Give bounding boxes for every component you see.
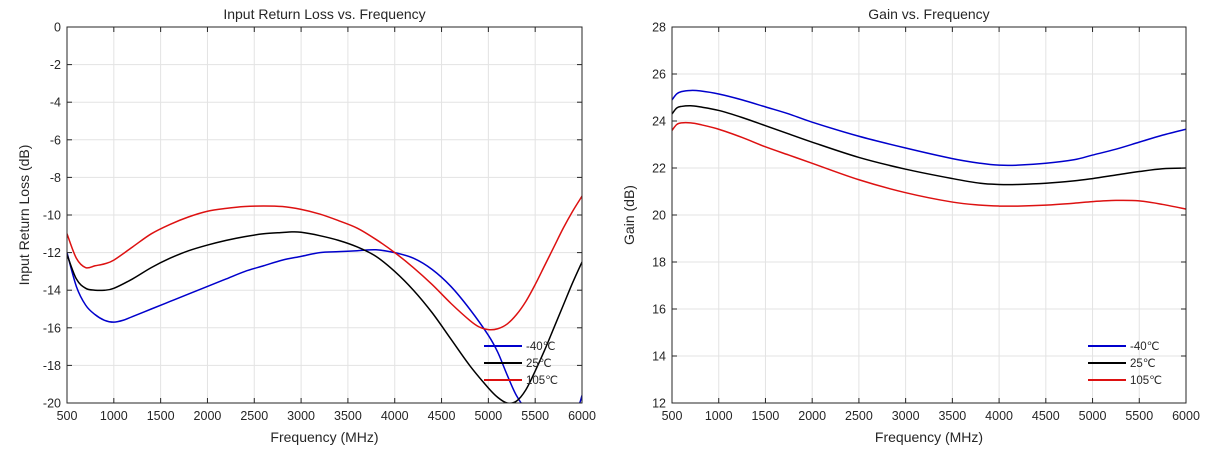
y-tick-label: 18 <box>652 256 666 270</box>
y-tick-label: 28 <box>652 21 666 35</box>
y-tick-label: -14 <box>43 284 61 298</box>
x-tick-label: 3500 <box>334 409 362 423</box>
legend: -40℃ 25℃ 105℃ <box>1088 341 1162 387</box>
y-axis-label: Gain (dB) <box>621 185 637 245</box>
x-tick-label: 1000 <box>100 409 128 423</box>
legend-label: -40℃ <box>1130 341 1160 353</box>
chart-1: 500 1000 1500 2000 2500 3000 3500 4000 4500 5000 5… <box>621 6 1200 445</box>
x-tick-label: 2000 <box>798 409 826 423</box>
y-axis-label: Input Return Loss (dB) <box>16 145 32 286</box>
x-tick-label: 2500 <box>845 409 873 423</box>
series-line-0 <box>672 89 1186 167</box>
series-line-1 <box>672 104 1186 186</box>
y-tick-label: -10 <box>43 209 61 223</box>
y-tick-label: -20 <box>43 397 61 411</box>
x-tick-label: 2500 <box>240 409 268 423</box>
y-tick-label: 22 <box>652 162 666 176</box>
legend-label: 105℃ <box>526 375 558 387</box>
x-tick-label: 4500 <box>1032 409 1060 423</box>
y-tick-label: -16 <box>43 321 61 335</box>
y-tick-label: -12 <box>43 246 61 260</box>
x-tick-label: 6000 <box>568 409 596 423</box>
series-line-2 <box>67 195 582 331</box>
y-tick-label: 26 <box>652 68 666 82</box>
y-tick-label: -6 <box>50 133 61 147</box>
y-tick-label: 16 <box>652 303 666 317</box>
legend-label: 25℃ <box>526 358 552 370</box>
chart-0: 500 1000 1500 2000 2500 3000 3500 4000 4500 5000 5… <box>16 6 596 445</box>
x-tick-label: 3000 <box>892 409 920 423</box>
y-tick-label: 12 <box>652 397 666 411</box>
y-tick-label: 24 <box>652 115 666 129</box>
x-tick-label: 3500 <box>938 409 966 423</box>
x-tick-label: 6000 <box>1172 409 1200 423</box>
y-tick-label: 14 <box>652 350 666 364</box>
y-tick-label: -2 <box>50 58 61 72</box>
legend-label: -40℃ <box>526 341 556 353</box>
y-tick-label: -4 <box>50 96 61 110</box>
legend-label: 25℃ <box>1130 358 1156 370</box>
x-tick-label: 2000 <box>194 409 222 423</box>
x-axis-label: Frequency (MHz) <box>875 429 983 445</box>
x-tick-label: 3000 <box>287 409 315 423</box>
x-tick-label: 1000 <box>705 409 733 423</box>
y-tick-label: -8 <box>50 171 61 185</box>
x-tick-label: 500 <box>57 409 78 423</box>
y-tick-label: 0 <box>54 21 61 35</box>
legend: -40℃ 25℃ 105℃ <box>484 341 558 387</box>
x-tick-label: 5000 <box>1079 409 1107 423</box>
x-tick-label: 4000 <box>381 409 409 423</box>
x-tick-label: 1500 <box>147 409 175 423</box>
legend-label: 105℃ <box>1130 375 1162 387</box>
chart-title: Gain vs. Frequency <box>868 6 989 22</box>
y-tick-label: -18 <box>43 359 61 373</box>
x-axis-label: Frequency (MHz) <box>270 429 378 445</box>
x-tick-label: 4500 <box>428 409 456 423</box>
x-tick-label: 5500 <box>1125 409 1153 423</box>
x-tick-label: 5000 <box>474 409 502 423</box>
series-line-2 <box>672 121 1186 210</box>
x-tick-label: 4000 <box>985 409 1013 423</box>
series-line-0 <box>67 248 582 403</box>
x-tick-label: 5500 <box>521 409 549 423</box>
chart-title: Input Return Loss vs. Frequency <box>223 6 425 22</box>
x-tick-label: 500 <box>662 409 683 423</box>
y-tick-label: 20 <box>652 209 666 223</box>
x-tick-label: 1500 <box>752 409 780 423</box>
series-line-1 <box>67 231 582 403</box>
